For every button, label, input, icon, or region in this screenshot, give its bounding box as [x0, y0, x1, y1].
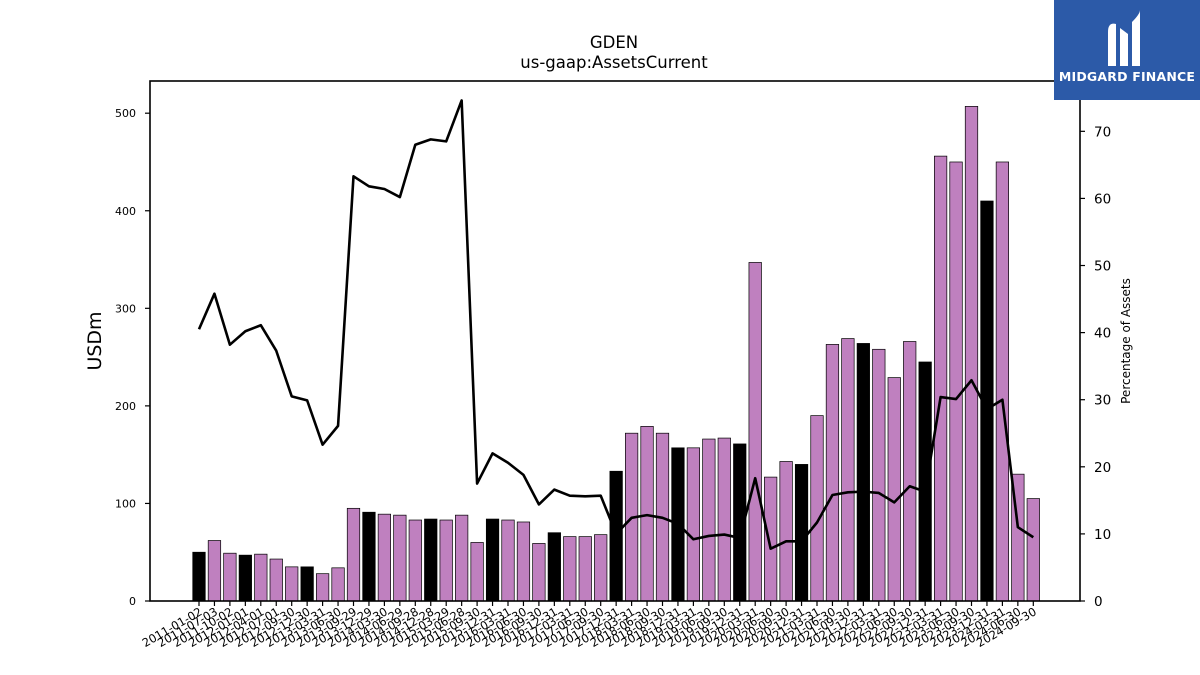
bar	[362, 511, 376, 602]
bar	[933, 155, 948, 602]
bar	[686, 447, 701, 602]
bar	[794, 464, 809, 602]
y-axis-right: 0 10 20 30 40 50 60 70	[1080, 124, 1111, 610]
bar	[424, 518, 438, 602]
y-tick-label: 400	[115, 205, 136, 218]
bar	[238, 554, 252, 602]
bar	[393, 514, 407, 602]
bar	[764, 476, 778, 602]
y2-tick-label: 0	[1094, 594, 1103, 610]
bar	[748, 262, 762, 602]
bars-layer	[192, 106, 1040, 602]
bar	[516, 521, 531, 602]
logo: MIDGARD FINANCE	[1054, 0, 1200, 100]
bar	[887, 377, 901, 602]
bar	[455, 514, 469, 602]
bar	[254, 553, 268, 602]
bar	[609, 470, 623, 602]
bar	[207, 540, 222, 602]
y2-tick-label: 30	[1094, 393, 1111, 409]
bar	[779, 461, 793, 602]
bar	[964, 106, 979, 602]
bar	[316, 573, 330, 602]
bar	[949, 161, 963, 602]
y-axis-left: 0 100 200 300 400 500	[115, 107, 150, 608]
bar	[377, 513, 391, 602]
bar	[872, 348, 886, 602]
midgard-logo-icon	[1108, 10, 1140, 66]
bar	[856, 343, 870, 602]
y-tick-label: 200	[115, 400, 136, 413]
bar	[702, 438, 716, 602]
bar	[300, 566, 314, 602]
chart-subtitle: us-gaap:AssetsCurrent	[520, 53, 708, 72]
bar	[640, 426, 654, 602]
y-axis-label: USDm	[84, 311, 106, 370]
y-tick-label: 500	[115, 107, 136, 120]
y2-tick-label: 50	[1094, 259, 1111, 275]
bar	[841, 338, 855, 602]
bar	[547, 532, 561, 602]
bar	[717, 437, 731, 602]
bar	[1026, 498, 1040, 602]
logo-text: MIDGARD FINANCE	[1058, 69, 1196, 84]
bar	[918, 361, 932, 602]
x-axis: 2011-01-022011-07-032011-10-022012-01-01…	[140, 601, 1039, 650]
y2-tick-label: 70	[1094, 124, 1111, 140]
bar	[346, 507, 361, 602]
bar	[408, 519, 422, 602]
pct-line	[197, 99, 1035, 550]
bar	[501, 519, 515, 602]
y2-tick-label: 10	[1094, 527, 1111, 543]
bar	[825, 344, 840, 602]
bar	[269, 558, 283, 602]
plot-frame	[149, 80, 1081, 602]
y-tick-label: 300	[115, 302, 136, 315]
y-tick-label: 0	[129, 595, 136, 608]
bar	[903, 341, 917, 602]
line-layer	[197, 99, 1035, 550]
y-tick-label: 100	[115, 497, 136, 510]
bar	[439, 519, 453, 602]
y2-tick-label: 20	[1094, 460, 1111, 476]
bar	[594, 534, 608, 602]
y2-tick-label: 60	[1094, 191, 1111, 207]
bar	[485, 518, 500, 602]
bar	[331, 567, 345, 602]
bar	[810, 415, 824, 602]
bar	[563, 536, 577, 602]
bar	[223, 552, 237, 602]
bar	[285, 566, 299, 602]
bar	[470, 542, 484, 602]
y2-axis-label: Percentage of Assets	[1119, 278, 1133, 404]
y2-tick-label: 40	[1094, 326, 1111, 342]
bar	[532, 543, 546, 602]
bar	[995, 161, 1010, 602]
bar	[192, 551, 206, 602]
bar	[578, 536, 592, 602]
chart-title: GDEN	[590, 33, 638, 52]
